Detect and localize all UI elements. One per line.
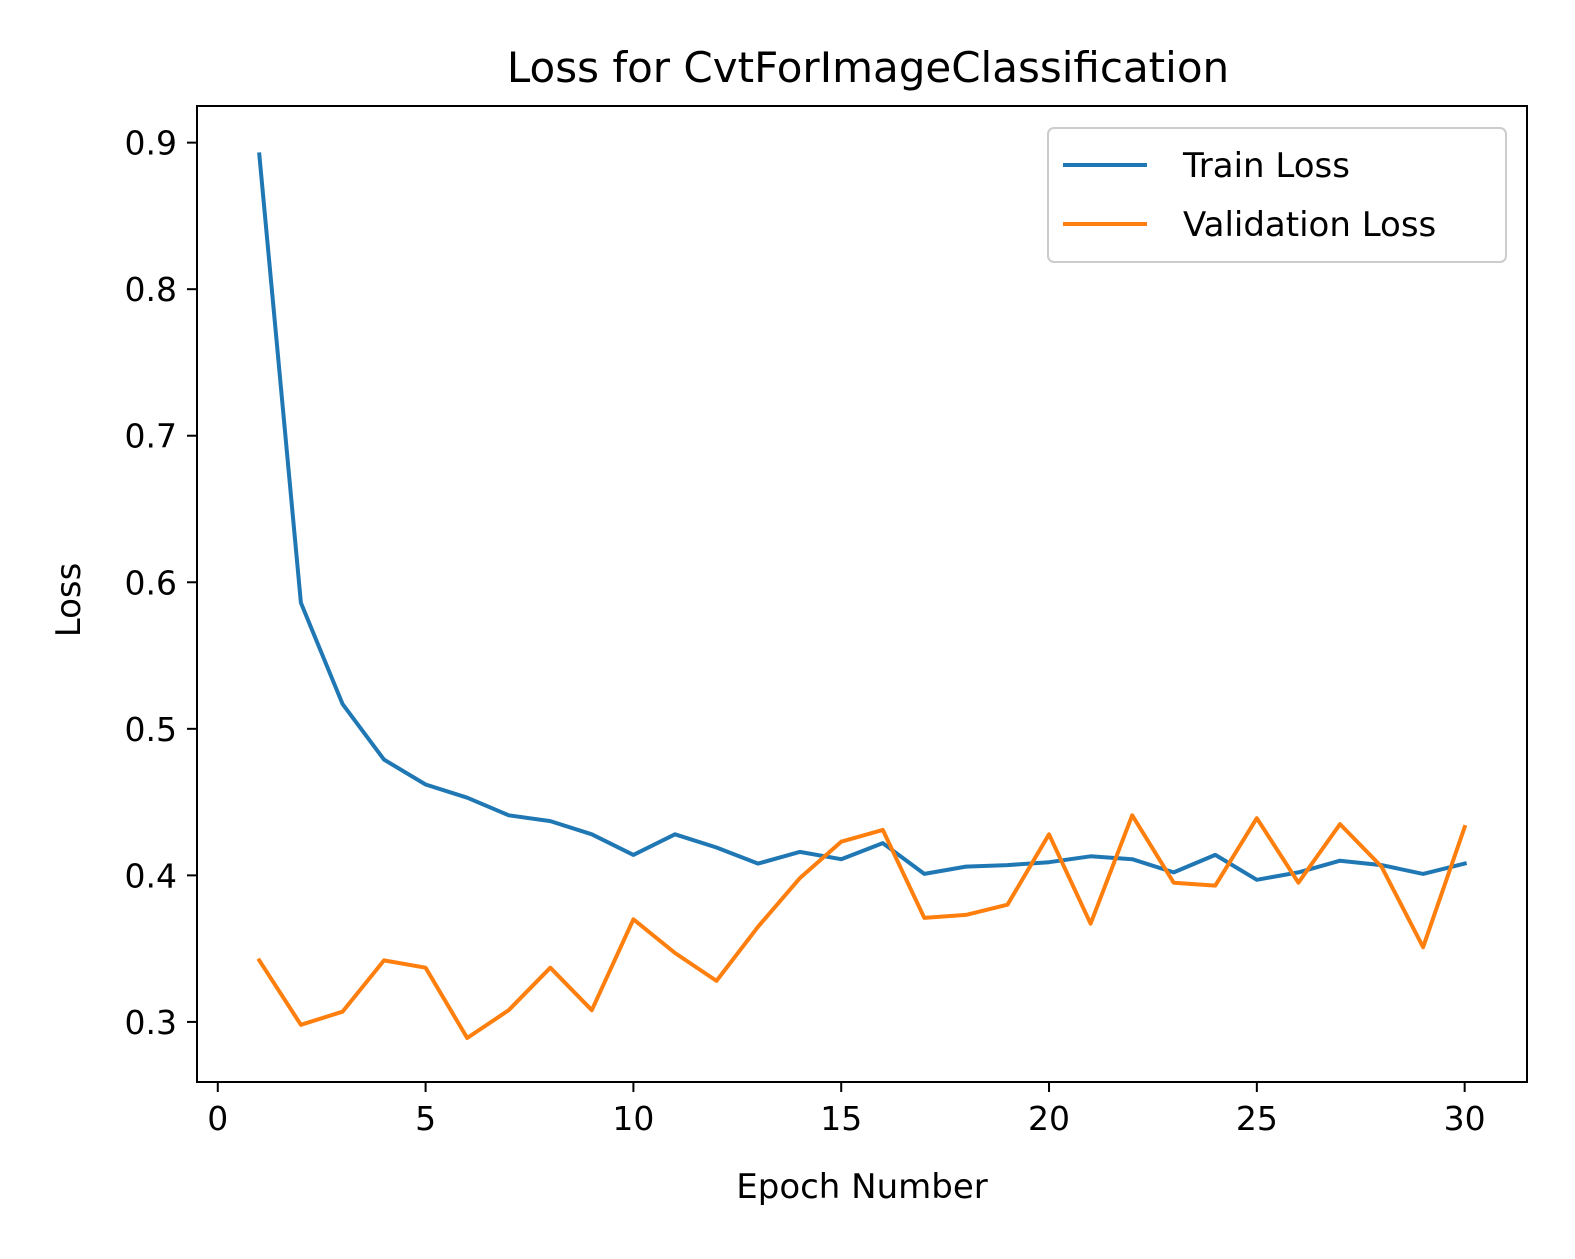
x-tick-label: 15: [820, 1099, 862, 1138]
legend-label-validation-loss: Validation Loss: [1183, 205, 1436, 245]
series-line-validation-loss: [256, 813, 1468, 1040]
legend-label-train-loss: Train Loss: [1182, 146, 1350, 186]
y-tick-label: 0.8: [125, 270, 177, 309]
y-tick-label: 0.9: [125, 124, 177, 163]
chart-title: Loss for CvtForImageClassification: [507, 43, 1229, 92]
x-tick-label: 30: [1444, 1099, 1486, 1138]
y-tick-label: 0.6: [125, 563, 177, 602]
y-tick-label: 0.3: [125, 1003, 177, 1042]
y-tick-label: 0.5: [125, 710, 177, 749]
y-axis-label: Loss: [49, 563, 89, 638]
x-tick-label: 20: [1028, 1099, 1070, 1138]
legend-frame: [1047, 127, 1507, 263]
legend: Train Loss Validation Loss: [1047, 127, 1507, 263]
y-axis: 0.3 0.4 0.5 0.6 0.7 0.8 0.9: [125, 124, 197, 1042]
x-tick-label: 0: [207, 1099, 228, 1138]
x-axis: 0 5 10 15 20 25 30: [207, 1082, 1486, 1138]
plot-lines: [256, 152, 1468, 1040]
y-tick-label: 0.7: [125, 417, 177, 456]
x-axis-label: Epoch Number: [736, 1167, 988, 1207]
y-tick-label: 0.4: [125, 856, 177, 895]
plot-frame: [196, 105, 1528, 1083]
x-tick-label: 5: [415, 1099, 436, 1138]
x-tick-label: 25: [1236, 1099, 1278, 1138]
x-tick-label: 10: [612, 1099, 654, 1138]
series-line-train-loss: [257, 152, 1468, 882]
